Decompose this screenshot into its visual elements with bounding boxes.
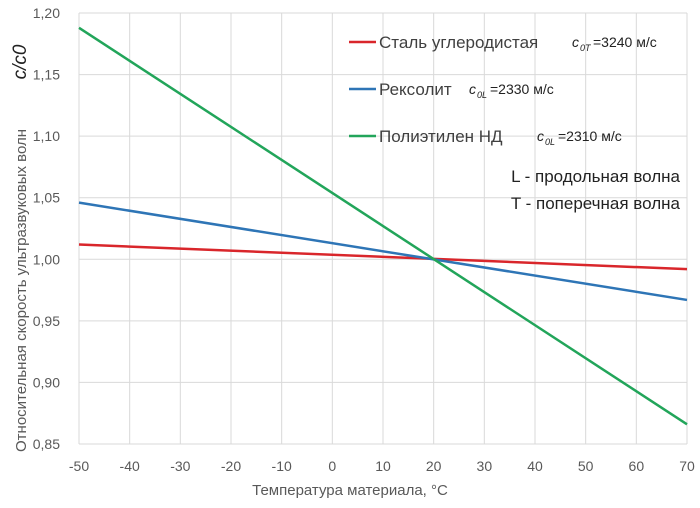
x-tick-label: -20: [221, 458, 241, 474]
x-tick-label: 40: [527, 458, 543, 474]
legend-label: Сталь углеродистая: [379, 33, 538, 52]
legend-speed-value: =2310 м/с: [558, 128, 622, 144]
legend-c-subscript: 0L: [477, 90, 487, 100]
y-axis-label: Относительная скорость ультразвуковых во…: [13, 129, 30, 452]
x-tick-label: -40: [120, 458, 140, 474]
annotation-L: L - продольная волна: [511, 167, 680, 186]
legend-c-subscript: 0T: [580, 43, 592, 53]
legend-label: Полиэтилен НД: [379, 127, 503, 146]
y-tick-label: 0,95: [33, 313, 60, 329]
y-tick-label: 1,00: [33, 251, 60, 267]
y-tick-label: 1,15: [33, 67, 60, 83]
series-line: [78, 26, 688, 426]
x-tick-label: 20: [426, 458, 442, 474]
y-tick-label: 1,20: [33, 5, 60, 21]
x-tick-label: 50: [578, 458, 594, 474]
x-axis-label: Температура материала, °C: [252, 482, 448, 499]
y-tick-label: 0,85: [33, 436, 60, 452]
legend-c-subscript: 0L: [545, 137, 555, 147]
x-tick-label: 10: [375, 458, 391, 474]
annotation-T: T - поперечная волна: [511, 194, 681, 213]
x-tick-label: 70: [679, 458, 695, 474]
x-tick-label: -50: [69, 458, 89, 474]
legend-speed-value: =3240 м/с: [593, 34, 657, 50]
x-tick-label: 30: [477, 458, 493, 474]
legend-c-symbol: c: [537, 128, 544, 144]
y-axis-symbol: c/c0: [10, 44, 31, 79]
y-tick-label: 1,05: [33, 190, 60, 206]
series-line: [78, 201, 688, 302]
x-tick-label: -30: [170, 458, 190, 474]
x-tick-label: 60: [629, 458, 645, 474]
x-tick-label: -10: [272, 458, 292, 474]
y-tick-label: 1,10: [33, 128, 60, 144]
y-tick-label: 0,90: [33, 374, 60, 390]
legend-c-symbol: c: [572, 34, 579, 50]
legend-label: Рексолит: [379, 80, 452, 99]
legend-speed-value: =2330 м/с: [490, 81, 554, 97]
series-line: [78, 243, 688, 271]
legend-c-symbol: c: [469, 81, 476, 97]
x-tick-label: 0: [328, 458, 336, 474]
